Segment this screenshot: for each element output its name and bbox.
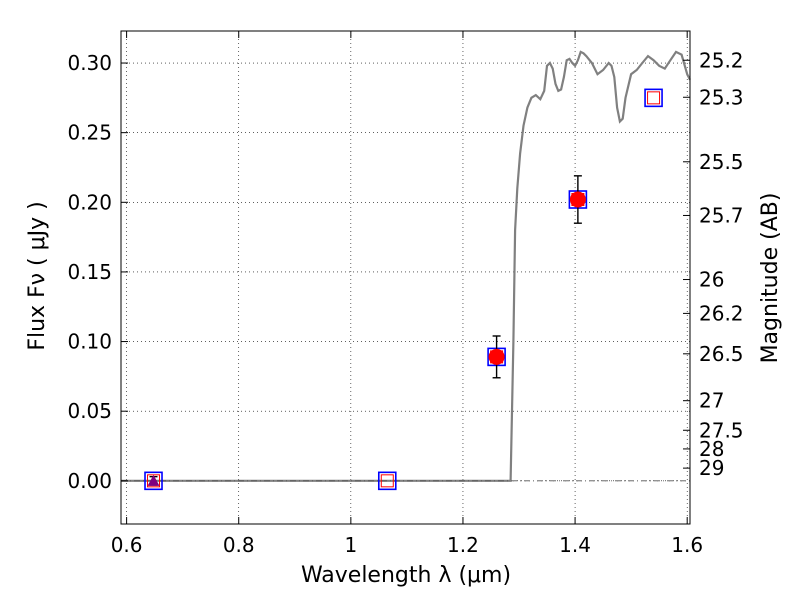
model-photometry-square	[377, 471, 397, 491]
model-spectrum-layer	[121, 50, 691, 482]
magnitude-tick-label: 25.3	[699, 85, 744, 109]
magnitude-tick-label: 26.5	[699, 342, 744, 366]
observed-point	[488, 348, 505, 365]
magnitude-tick-label: 25.5	[699, 150, 744, 174]
model-photometry-square	[644, 88, 663, 108]
x-tick-label: 1	[344, 533, 357, 557]
x-axis-ticks: 0.6 0.8 1 1.2 1.4 1.6	[111, 31, 703, 557]
magnitude-tick-label: 25.2	[699, 48, 744, 72]
magnitude-tick-label: 27	[699, 389, 724, 413]
x-tick-label: 1.2	[447, 533, 479, 557]
y-tick-label: 0.30	[67, 51, 112, 75]
y-tick-label: 0.20	[67, 190, 112, 214]
x-tick-label: 0.6	[111, 533, 143, 557]
magnitude-axis-label: Magnitude (AB)	[758, 193, 783, 364]
data-markers	[144, 88, 663, 491]
magnitude-tick-label: 29	[699, 456, 724, 480]
magnitude-tick-label: 26	[699, 268, 724, 292]
plot-frame	[120, 30, 691, 525]
upper-limit-triangle	[147, 474, 160, 486]
x-axis-label: Wavelength λ (μm)	[301, 563, 511, 588]
model-photometry-square	[144, 471, 163, 491]
magnitude-tick-label: 28	[699, 437, 724, 461]
y-axis-ticks: 0.00 0.05 0.10 0.15 0.20 0.25 0.30	[67, 51, 128, 493]
magnitude-tick-label: 25.7	[699, 203, 744, 227]
model-spectrum-line	[121, 50, 691, 482]
grid-lines	[121, 31, 690, 524]
model-photometry-inner-square	[380, 474, 394, 488]
y-tick-label: 0.25	[67, 121, 112, 145]
y-axis-label: Flux Fν ( μJy )	[25, 201, 50, 350]
y-tick-label: 0.00	[67, 469, 112, 493]
y-tick-label: 0.15	[67, 260, 112, 284]
observed-point	[569, 191, 586, 208]
model-photometry-inner-square	[647, 91, 661, 105]
x-tick-label: 1.6	[671, 533, 703, 557]
y-tick-label: 0.10	[67, 330, 112, 354]
y-tick-label: 0.05	[67, 399, 112, 423]
x-tick-label: 1.4	[559, 533, 591, 557]
magnitude-tick-label: 27.5	[699, 418, 744, 442]
magnitude-tick-label: 26.2	[699, 301, 744, 325]
x-tick-label: 0.8	[223, 533, 255, 557]
